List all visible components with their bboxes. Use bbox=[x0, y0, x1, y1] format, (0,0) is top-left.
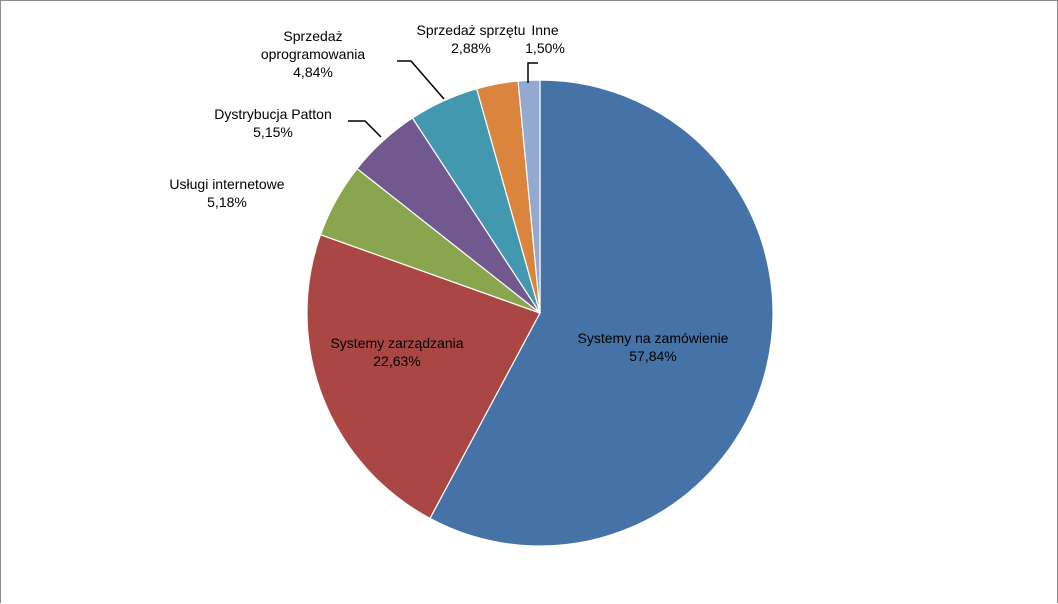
leader-line-7 bbox=[527, 62, 538, 83]
slice-value-label: 57,84% bbox=[629, 348, 676, 364]
slice-value-label: 1,50% bbox=[525, 40, 565, 56]
slices-layer bbox=[306, 79, 774, 547]
slice-label-4: Dystrybucja Patton 5,15% bbox=[214, 106, 332, 140]
slice-label-2: Systemy zarządzania 22,63% bbox=[330, 335, 463, 369]
pie-slice-2 bbox=[306, 233, 541, 520]
pie-slice-1 bbox=[429, 79, 774, 547]
slice-category-label: Dystrybucja Patton bbox=[214, 106, 332, 122]
slice-category-label: Systemy na zamówienie bbox=[578, 330, 729, 346]
slice-category-label: Usługi internetowe bbox=[169, 176, 284, 192]
slice-category-label: oprogramowania bbox=[261, 46, 365, 62]
leaders-layer bbox=[348, 60, 538, 138]
slice-label-3: Usługi internetowe 5,18% bbox=[169, 176, 284, 210]
slice-category-label: Inne bbox=[531, 22, 558, 38]
leader-line-5 bbox=[397, 60, 445, 100]
slice-value-label: 5,18% bbox=[207, 194, 247, 210]
pie-slice-7 bbox=[517, 79, 541, 314]
slice-value-label: 5,15% bbox=[253, 124, 293, 140]
labels-layer: Systemy na zamówienie 57,84% Systemy zarzą… bbox=[169, 22, 728, 369]
slice-category-label: Systemy zarządzania bbox=[330, 335, 463, 351]
slice-category-label: Sprzedaż sprzętu bbox=[417, 22, 526, 38]
leader-line-4 bbox=[348, 120, 382, 138]
slice-value-label: 2,88% bbox=[451, 40, 491, 56]
slice-value-label: 22,63% bbox=[373, 353, 420, 369]
slice-value-label: 4,84% bbox=[293, 64, 333, 80]
slice-label-7: Inne 1,50% bbox=[525, 22, 565, 56]
slice-label-5: Sprzedaż oprogramowania 4,84% bbox=[261, 28, 365, 80]
slice-category-label: Sprzedaż bbox=[283, 28, 342, 44]
slice-label-6: Sprzedaż sprzętu 2,88% bbox=[417, 22, 526, 56]
slice-label-1: Systemy na zamówienie 57,84% bbox=[578, 330, 729, 364]
